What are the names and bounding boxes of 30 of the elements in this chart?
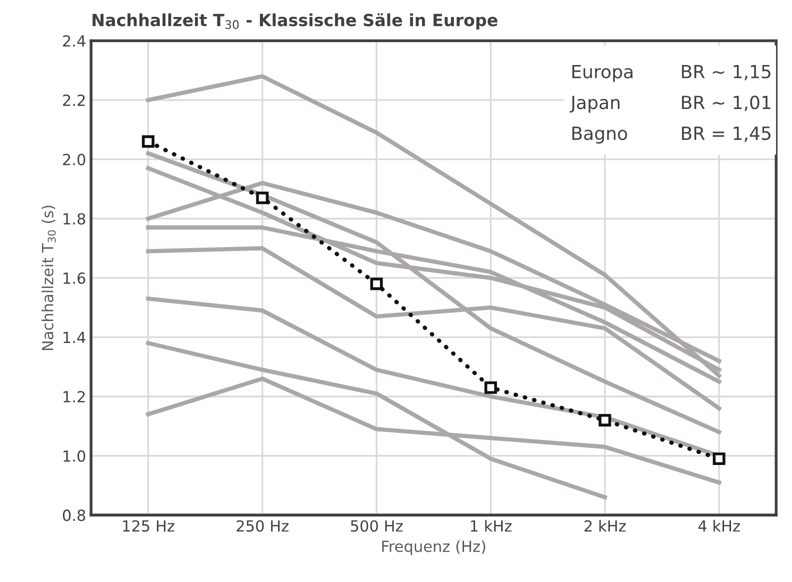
annotation: Japan (570, 96, 620, 113)
point (484, 381, 497, 394)
y-tick-label: 1.4 (64, 332, 86, 343)
x-tick-label: 1 kHz (470, 520, 512, 532)
x-tick-label: 125 Hz (123, 520, 174, 532)
point (256, 192, 269, 204)
annotation: BR ~ 1,15 (682, 65, 770, 80)
x-tick-label: 250 Hz (236, 520, 288, 532)
point (142, 135, 154, 148)
annotation: Europa (572, 65, 632, 82)
point (598, 414, 612, 426)
x-axis-title: Frequenz (Hz) (382, 540, 486, 556)
annotation: BR ~ 1,01 (682, 96, 770, 112)
y-axis-title: Nachhallzeit T$_{30}$ (s) (42, 206, 56, 350)
y-tick-label: 1.0 (64, 450, 86, 462)
y-tick-label: 1.8 (64, 213, 86, 225)
annotation: Bagno (572, 126, 628, 144)
x-tick-label: 500 Hz (350, 520, 403, 532)
x-tick-label: 4 kHz (698, 520, 740, 532)
y-tick-label: 2.4 (63, 35, 86, 47)
point (370, 278, 383, 290)
y-tick-label: 1.2 (64, 390, 85, 402)
y-tick-label: 2.0 (63, 154, 86, 166)
annotation: BR = 1,45 (682, 126, 770, 142)
point (712, 452, 726, 465)
y-tick-label: 1.6 (64, 272, 86, 284)
y-tick-label: 0.8 (62, 510, 86, 522)
y-tick-label: 2.2 (63, 94, 85, 106)
chart-title: Nachhallzeit T$_{30}$ - Klassische Säle in Europe (92, 13, 498, 30)
x-tick-label: 2 kHz (584, 520, 626, 532)
